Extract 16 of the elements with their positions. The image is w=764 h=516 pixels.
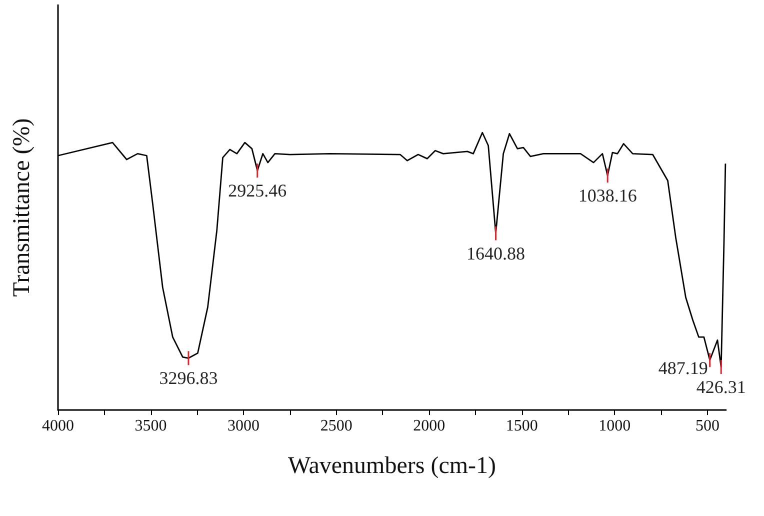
x-tick-label: 4000 [42,418,74,434]
x-tick-label: 3000 [228,418,260,434]
annotation: 2925.46 [228,180,287,201]
annotation: 426.31 [696,377,746,398]
x-tick-label: 3500 [134,418,167,434]
x-tick-label: 1000 [598,418,631,434]
x-tick-label: 1500 [506,418,538,434]
x-tick-label: 2500 [320,418,352,434]
annotation: 1038.16 [578,186,637,206]
annotation: 3296.83 [159,368,218,388]
x-tick-label: 2000 [413,418,446,434]
x-tick-label: 500 [695,418,720,434]
y-axis-title: Transmittance (%) [9,118,35,297]
annotation: 1640.88 [466,243,525,264]
annotation: 487.19 [658,358,708,378]
x-axis-title: Wavenumbers (cm-1) [288,453,496,479]
